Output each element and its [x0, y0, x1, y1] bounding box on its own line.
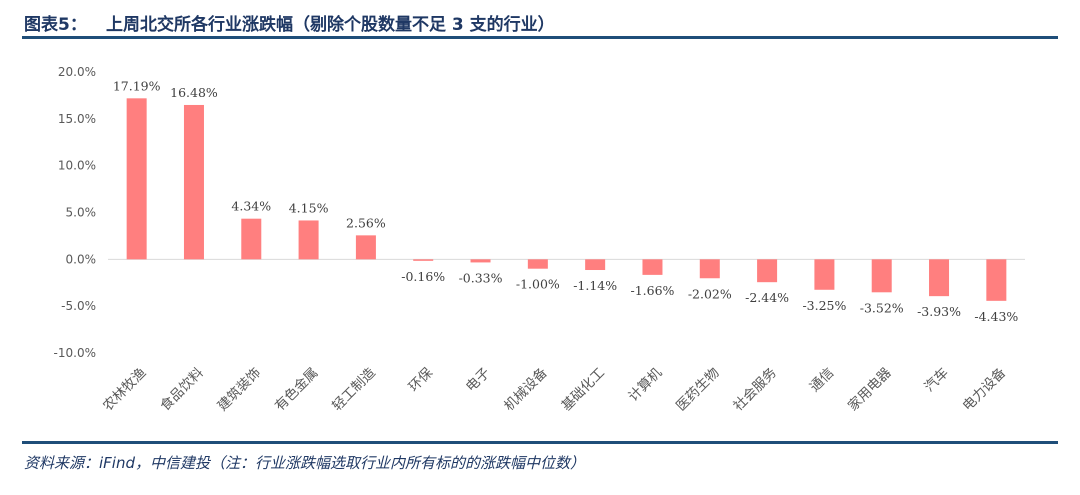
bar	[470, 259, 491, 263]
category-label: 汽车	[921, 364, 952, 395]
category-label: 家用电器	[844, 364, 895, 415]
y-tick-label: 20.0%	[58, 65, 96, 79]
category-label: 有色金属	[271, 364, 321, 414]
y-tick-label: 10.0%	[58, 159, 96, 173]
data-label: 4.34%	[231, 199, 271, 214]
y-tick-label: 5.0%	[66, 206, 97, 220]
data-label: 16.48%	[170, 85, 218, 100]
data-label: 2.56%	[346, 215, 386, 230]
source-note: 资料来源：iFind，中信建投（注：行业涨跌幅选取行业内所有标的的涨跌幅中位数）	[24, 454, 585, 472]
bar	[757, 259, 778, 283]
data-label: -0.16%	[401, 269, 445, 284]
data-labels: 17.19% 16.48%4.34% 4.15%2.56%-0.16% -0.33% -…	[113, 78, 1019, 324]
bar	[585, 259, 606, 271]
bar	[183, 104, 204, 260]
category-label: 农林牧渔	[100, 365, 149, 414]
data-label: 4.15%	[289, 200, 329, 215]
category-label: 环保	[406, 364, 437, 395]
data-label: -1.14%	[573, 278, 617, 293]
category-label: 计算机	[625, 364, 665, 404]
figure-header: 图表5： 上周北交所各行业涨跌幅（剔除个股数量不足 3 支的行业）	[24, 8, 1060, 36]
category-label: 社会服务	[730, 365, 779, 414]
bar	[929, 259, 950, 297]
category-label: 基础化工	[558, 364, 608, 414]
data-label: -0.33%	[459, 270, 503, 285]
bar	[814, 259, 835, 290]
category-label: 通信	[807, 365, 837, 395]
bar	[126, 98, 147, 260]
y-tick-label: 15.0%	[58, 112, 96, 126]
category-label: 建筑装饰	[215, 365, 264, 414]
y-tick-label: 0.0%	[66, 252, 97, 266]
category-label: 电力设备	[959, 364, 1010, 415]
data-label: -3.25%	[802, 298, 846, 313]
top-rule	[22, 36, 1058, 39]
bar	[241, 218, 262, 260]
bottom-rule	[22, 441, 1058, 444]
y-axis: 20.0% 15.0% 10.0% 5.0% 0.0% -5.0% -10.0%	[54, 65, 96, 360]
y-tick-label: -5.0%	[61, 299, 96, 313]
bar	[699, 259, 720, 279]
category-label: 医药生物	[673, 365, 722, 414]
bar	[871, 259, 892, 293]
data-label: -1.00%	[516, 277, 560, 292]
figure-label: 图表5：	[24, 15, 87, 35]
data-label: -2.44%	[745, 290, 789, 305]
bar	[355, 235, 376, 260]
data-label: -2.02%	[688, 286, 732, 301]
data-label: 17.19%	[113, 78, 161, 93]
bar	[527, 259, 548, 269]
bar	[986, 259, 1007, 301]
bar	[298, 220, 319, 260]
y-tick-label: -10.0%	[54, 346, 96, 360]
data-label: -4.43%	[974, 309, 1018, 324]
bars	[126, 98, 1007, 301]
data-label: -3.52%	[860, 300, 904, 315]
category-label: 电子	[463, 365, 493, 395]
category-label: 食品饮料	[157, 364, 208, 415]
data-label: -1.66%	[631, 283, 675, 298]
data-label: -3.93%	[917, 304, 961, 319]
category-labels: 农林牧渔 食品饮料 建筑装饰 有色金属 轻工制造 环保 电子 机械设备 基础化工 计算机 医药生物社…	[100, 364, 1010, 415]
bar	[642, 259, 663, 275]
bar	[413, 259, 434, 261]
bar-chart: 20.0% 15.0% 10.0% 5.0% 0.0% -5.0% -10.0% 17.19…	[54, 65, 1025, 415]
category-label: 轻工制造	[329, 364, 379, 414]
category-label: 机械设备	[500, 364, 551, 415]
figure-title: 上周北交所各行业涨跌幅（剔除个股数量不足 3 支的行业）	[106, 15, 555, 35]
